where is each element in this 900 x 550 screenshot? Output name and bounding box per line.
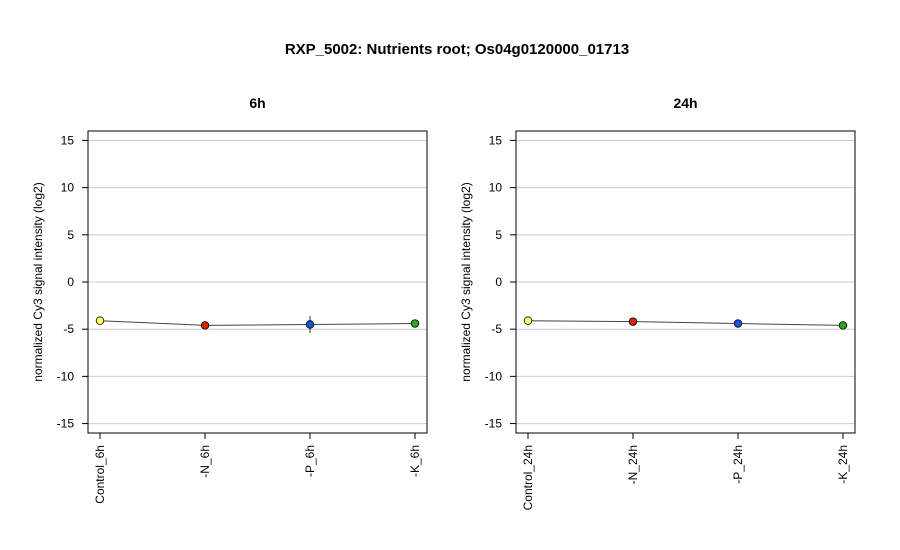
x-tick-label: -N_6h bbox=[198, 445, 212, 478]
data-point bbox=[733, 319, 743, 328]
data-point bbox=[410, 319, 420, 328]
y-tick-label: 15 bbox=[489, 133, 503, 147]
data-point bbox=[305, 320, 315, 329]
y-axis-label: normalized Cy3 signal intensity (log2) bbox=[459, 182, 473, 381]
plot-frame bbox=[515, 130, 856, 434]
data-point bbox=[628, 317, 638, 326]
y-tick-label: -15 bbox=[485, 417, 503, 431]
panel-title: 6h bbox=[249, 95, 265, 111]
x-tick-label: -K_6h bbox=[408, 445, 422, 477]
y-tick-label: 0 bbox=[67, 275, 74, 289]
x-tick-label: -P_6h bbox=[303, 445, 317, 477]
y-tick-label: -5 bbox=[491, 322, 502, 336]
panel-24h: 24h 15 10 5 0 -5 -10 -15 normalized Cy3 signal i… bbox=[459, 95, 856, 510]
data-point bbox=[95, 316, 105, 325]
y-tick-label: 0 bbox=[495, 275, 502, 289]
panel-6h: 6h 15 10 5 0 -5 -10 -15 normalized Cy3 signal in… bbox=[31, 95, 428, 504]
y-axis-label: normalized Cy3 signal intensity (log2) bbox=[31, 182, 45, 381]
data-point bbox=[523, 316, 533, 325]
data-point bbox=[200, 321, 210, 330]
x-tick-label: Control_6h bbox=[93, 445, 107, 504]
main-title: RXP_5002: Nutrients root; Os04g0120000_0… bbox=[285, 41, 629, 58]
y-tick-label: -10 bbox=[485, 369, 503, 383]
plot-frame bbox=[87, 130, 428, 434]
data-point bbox=[838, 321, 848, 330]
x-tick-label: -K_24h bbox=[836, 445, 850, 484]
series-line bbox=[527, 320, 844, 326]
panel-title: 24h bbox=[673, 95, 697, 111]
y-tick-label: 10 bbox=[61, 181, 75, 195]
x-tick-label: -N_24h bbox=[626, 445, 640, 484]
x-tick-label: Control_24h bbox=[521, 445, 535, 510]
x-tick-label: -P_24h bbox=[731, 445, 745, 484]
y-tick-label: 5 bbox=[67, 228, 74, 242]
y-tick-label: 15 bbox=[61, 133, 75, 147]
y-tick-label: 10 bbox=[489, 181, 503, 195]
y-tick-label: 5 bbox=[495, 228, 502, 242]
y-tick-label: -10 bbox=[57, 369, 75, 383]
y-tick-label: -5 bbox=[63, 322, 74, 336]
y-tick-label: -15 bbox=[57, 417, 75, 431]
series-line bbox=[99, 320, 416, 326]
